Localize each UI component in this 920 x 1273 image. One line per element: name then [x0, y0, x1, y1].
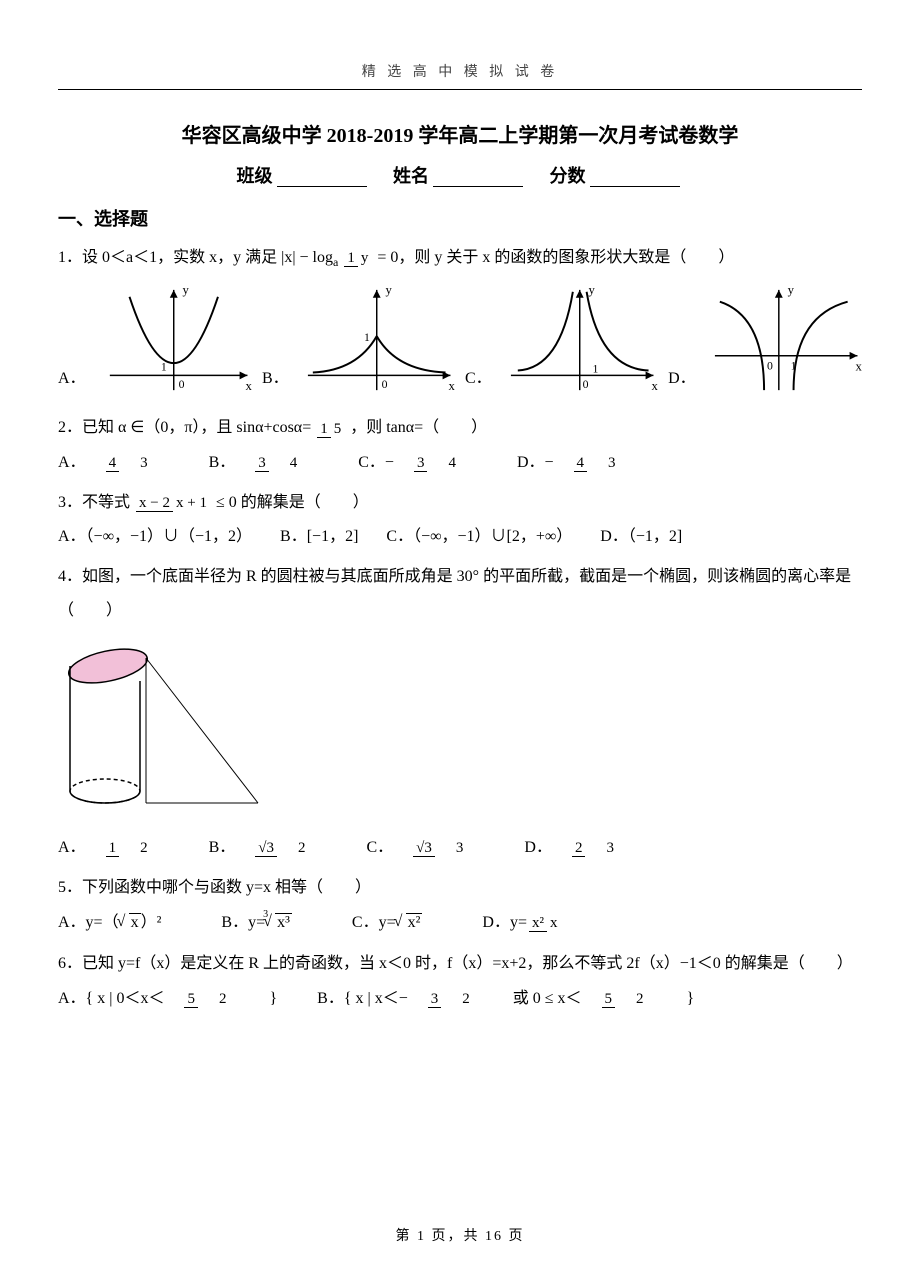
- q3-options: A．（−∞，−1）∪（−1，2） B．[−1，2] C．（−∞，−1）∪[2，+…: [58, 523, 862, 552]
- exam-info: 班级 姓名 分数: [58, 160, 862, 192]
- class-label: 班级: [237, 166, 273, 186]
- svg-text:y: y: [182, 283, 189, 297]
- q2-options: A．43 B．34 C．−34 D．−43: [58, 449, 862, 478]
- q5-opt-c: C．y=x²: [352, 909, 423, 938]
- svg-text:0: 0: [178, 378, 184, 392]
- svg-text:0: 0: [582, 378, 588, 392]
- q4-options: A．12 B．√32 C．√33 D．23: [58, 834, 862, 863]
- section-heading: 一、选择题: [58, 203, 862, 235]
- page-footer: 第 1 页，共 16 页: [58, 1224, 862, 1249]
- running-header: 精 选 高 中 模 拟 试 卷: [58, 60, 862, 90]
- q1-suffix: = 0，则 y 关于 x 的函数的图象形状大致是（ ）: [377, 249, 734, 266]
- score-label: 分数: [550, 166, 586, 186]
- q6-opt-b: B．{ x | x＜−32 或 0 ≤ x＜52 }: [317, 990, 712, 1007]
- q1-graph-b: x y 0 1: [303, 281, 455, 401]
- question-6: 6．已知 y=f（x）是定义在 R 上的奇函数，当 x＜0 时，f（x）=x+2…: [58, 947, 862, 981]
- q3-opt-b: B．[−1，2]: [280, 523, 358, 552]
- q5-opt-a: A．y=（x）²: [58, 909, 161, 938]
- name-label: 姓名: [393, 166, 429, 186]
- q1-opt-c-label: C．: [465, 365, 496, 402]
- q1-opt-b-label: B．: [262, 365, 293, 402]
- q6-options: A．{ x | 0＜x＜52 } B．{ x | x＜−32 或 0 ≤ x＜5…: [58, 985, 862, 1014]
- svg-text:x: x: [245, 380, 252, 394]
- q1-prefix: 1．设 0＜a＜1，实数 x，y 满足: [58, 249, 281, 266]
- q5-options: A．y=（x）² B．y=3x³ C．y=x² D．y=x²x: [58, 909, 862, 938]
- q1-opt-d-label: D．: [668, 365, 700, 402]
- question-3: 3．不等式 x − 2x + 1 ≤ 0 的解集是（ ）: [58, 486, 862, 520]
- svg-text:x: x: [855, 360, 862, 374]
- q3-opt-c: C．（−∞，−1）∪[2，+∞）: [386, 523, 572, 552]
- svg-text:0: 0: [381, 378, 387, 392]
- q5-opt-d: D．y=x²x: [482, 909, 562, 938]
- q4-figure: [58, 631, 268, 821]
- question-1: 1．设 0＜a＜1，实数 x，y 满足 |x| − loga 1y = 0，则 …: [58, 241, 862, 276]
- q1-graph-c: x y 0 1: [506, 281, 658, 401]
- name-blank: [433, 169, 523, 187]
- q6-opt-a: A．{ x | 0＜x＜52 }: [58, 990, 299, 1007]
- q3-opt-a: A．（−∞，−1）∪（−1，2）: [58, 523, 252, 552]
- score-blank: [590, 169, 680, 187]
- q5-opt-b: B．y=3x³: [221, 909, 292, 938]
- svg-text:1: 1: [592, 362, 598, 376]
- q1-expr: |x| − loga 1y: [281, 241, 373, 275]
- question-4: 4．如图，一个底面半径为 R 的圆柱被与其底面所成角是 30° 的平面所截，截面…: [58, 560, 862, 627]
- svg-text:y: y: [787, 283, 794, 297]
- svg-text:x: x: [651, 380, 658, 394]
- svg-text:1: 1: [364, 330, 370, 344]
- question-5: 5．下列函数中哪个与函数 y=x 相等（ ）: [58, 871, 862, 905]
- q1-options: A． x y 0 1 B． x y 0 1 C． x y 0 1 D．: [58, 281, 862, 401]
- svg-text:y: y: [588, 283, 595, 297]
- question-2: 2．已知 α ∈（0，π），且 sinα+cosα= 15 ，则 tanα=（ …: [58, 411, 862, 445]
- q1-graph-a: x y 0 1: [100, 281, 252, 401]
- svg-text:y: y: [385, 283, 392, 297]
- class-blank: [277, 169, 367, 187]
- exam-title: 华容区高级中学 2018-2019 学年高二上学期第一次月考试卷数学: [58, 118, 862, 154]
- svg-text:0: 0: [767, 359, 773, 373]
- q1-opt-a-label: A．: [58, 365, 90, 402]
- q3-opt-d: D．（−1，2]: [600, 523, 682, 552]
- svg-text:x: x: [448, 380, 455, 394]
- q1-graph-d: x y 0 1: [710, 281, 862, 401]
